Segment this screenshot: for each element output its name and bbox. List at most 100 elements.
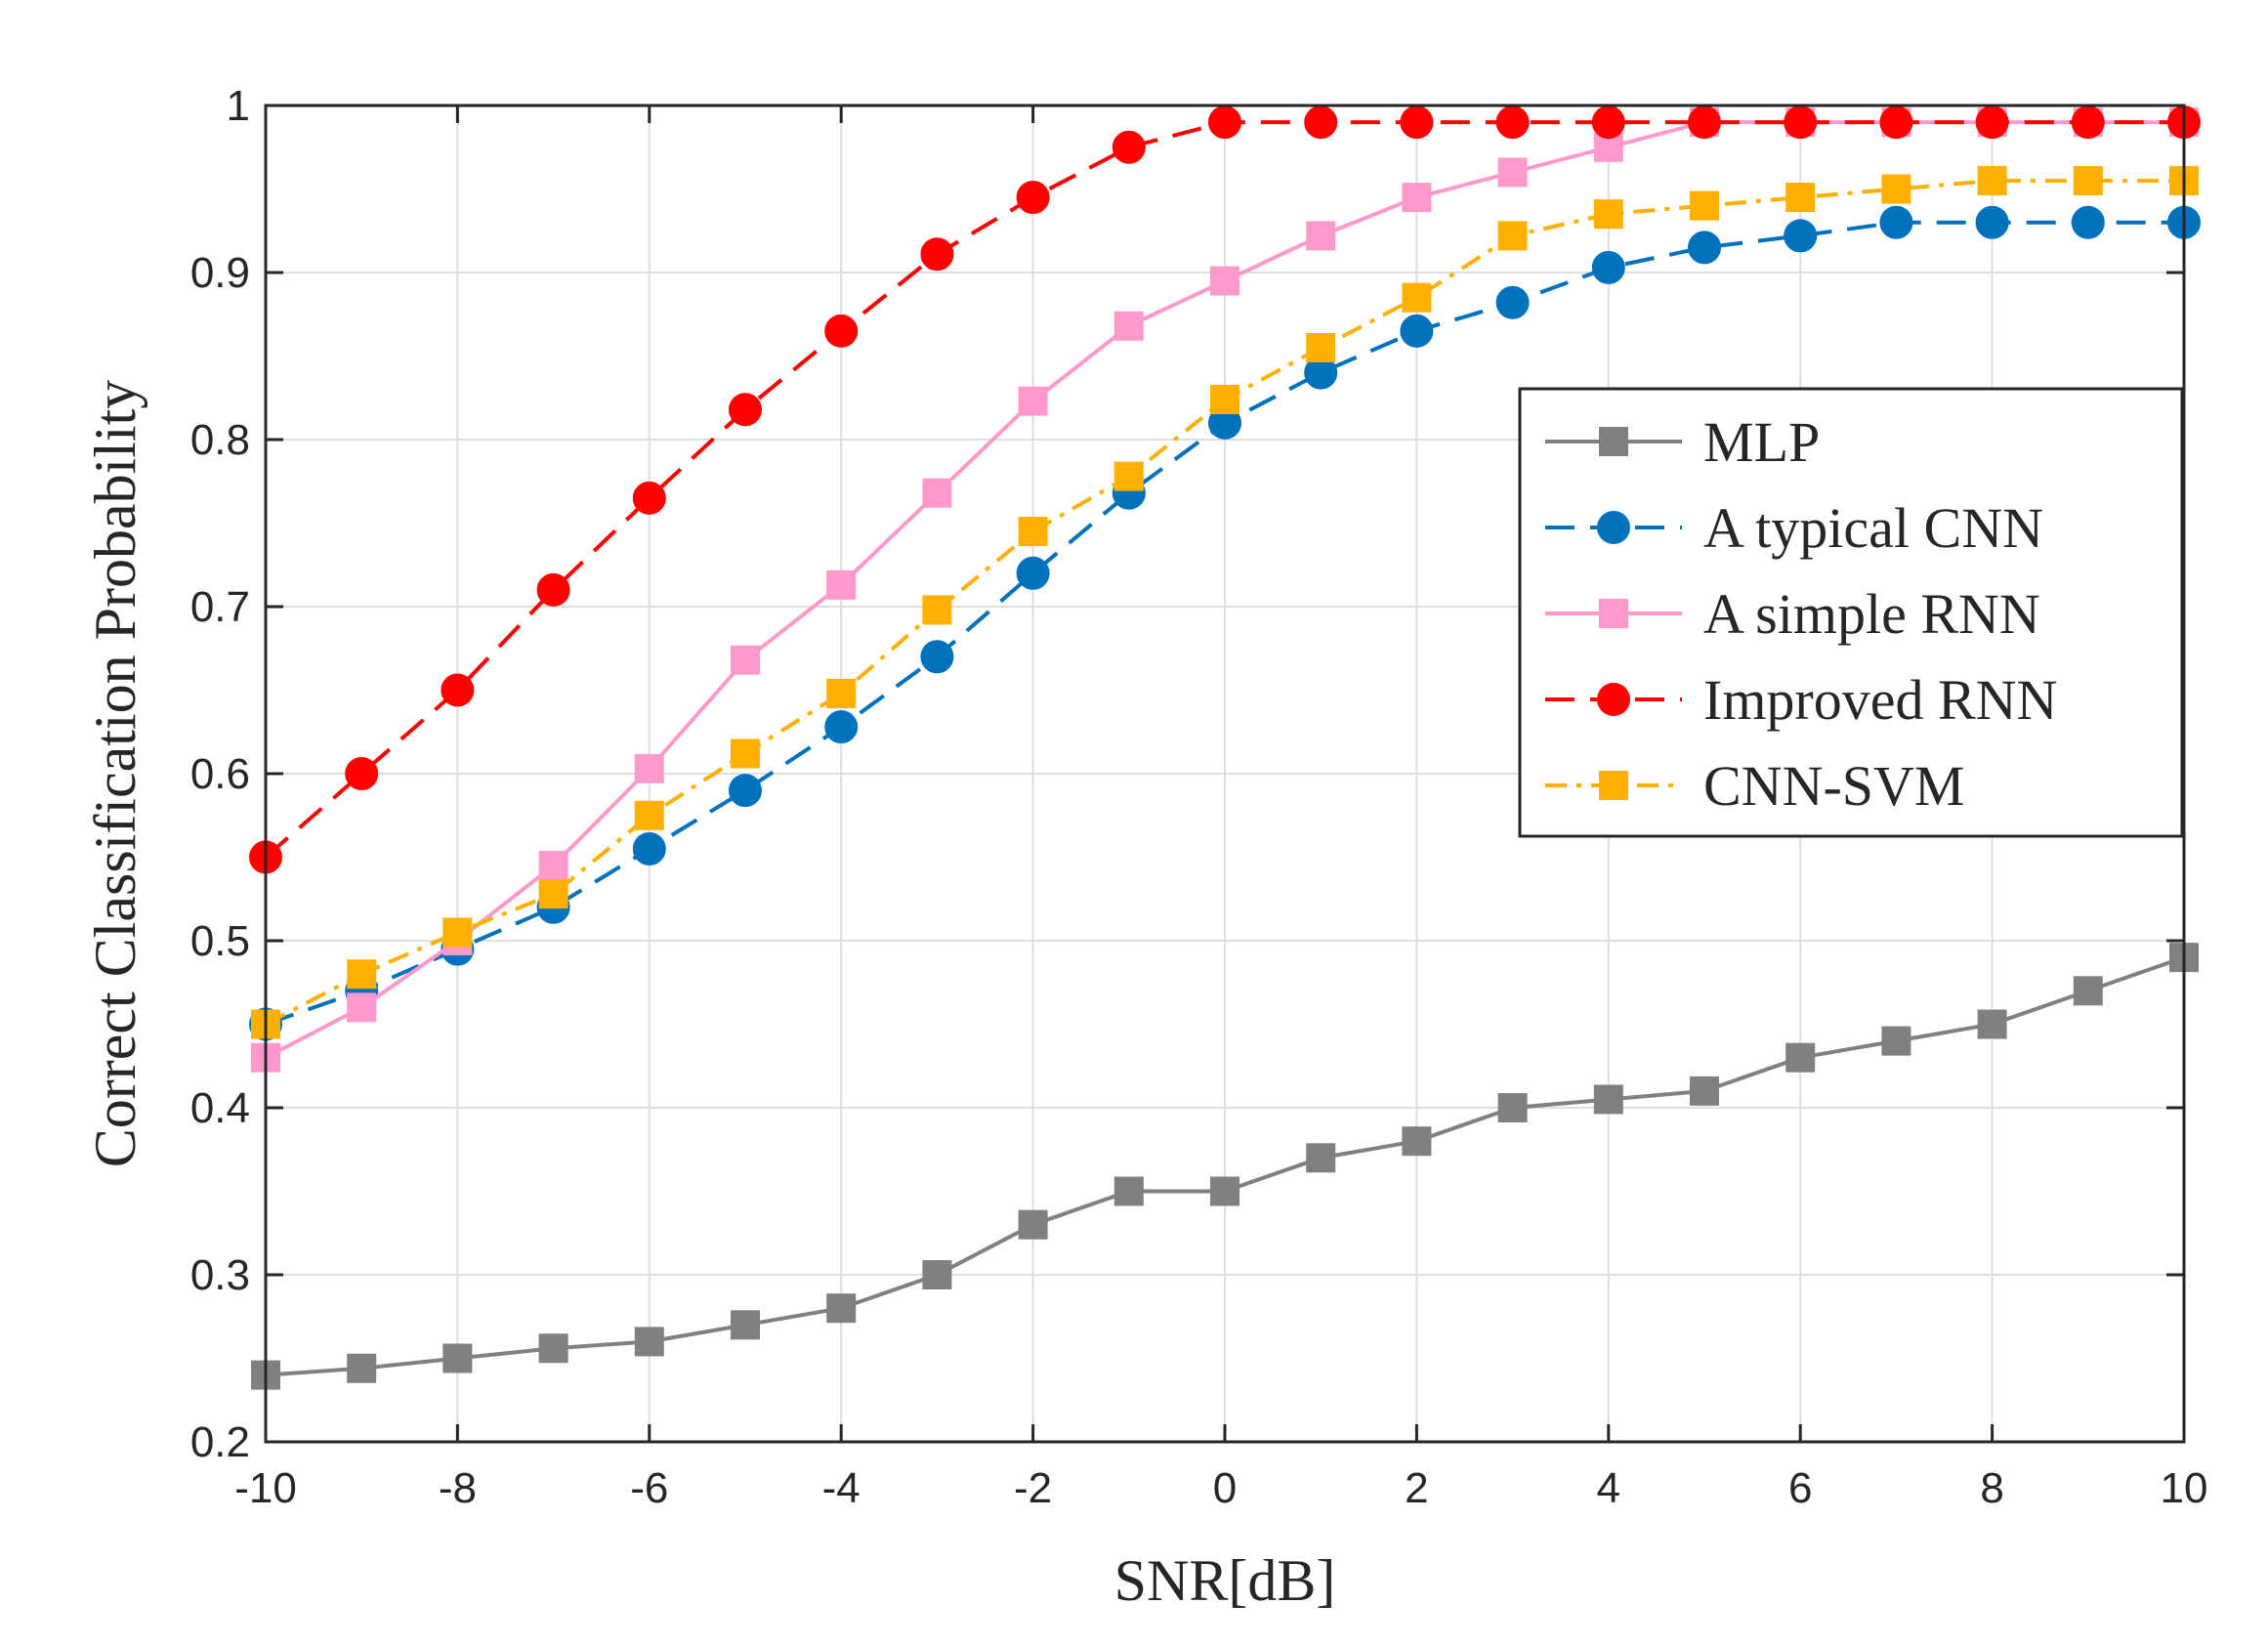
data-point [1210, 384, 1239, 414]
legend-entry: CNN-SVM [1545, 754, 1965, 818]
data-point [1400, 106, 1434, 140]
data-point [1210, 266, 1239, 296]
data-point [1784, 219, 1818, 253]
data-point [1591, 106, 1625, 140]
x-axis-title: SNR[dB] [1114, 1548, 1336, 1613]
data-point [824, 710, 859, 744]
data-point [1016, 556, 1050, 590]
data-point [632, 831, 666, 865]
data-point [1688, 106, 1721, 140]
x-tick-labels: -10 -8 -6 -4 -2 0 2 4 6 8 10 [234, 1464, 2207, 1512]
data-point [1306, 1143, 1336, 1173]
y-tick-label: 0.4 [190, 1084, 250, 1132]
legend-label: A simple RNN [1703, 582, 2040, 646]
data-point [2073, 976, 2103, 1006]
data-point [632, 481, 666, 515]
series-group [249, 106, 2201, 1390]
y-axis-title: Correct Classification Probability [83, 380, 147, 1168]
legend-entry: A typical CNN [1545, 496, 2043, 560]
y-tick-label: 0.9 [190, 249, 250, 297]
data-point [1785, 1042, 1816, 1073]
data-point [826, 570, 857, 600]
data-point [1113, 1176, 1144, 1206]
legend-entry: MLP [1545, 410, 1820, 474]
data-point [634, 753, 664, 783]
data-point [2071, 205, 2105, 239]
data-point [1018, 386, 1048, 416]
data-point [1402, 282, 1432, 313]
data-point [1593, 1084, 1623, 1115]
data-point [1591, 250, 1625, 284]
legend-marker [1599, 599, 1628, 628]
data-point [347, 959, 377, 990]
data-point [826, 678, 857, 708]
legend: MLP A typical CNN A simple RNN Improved RNN… [1518, 387, 2184, 838]
data-point [1018, 1209, 1048, 1240]
y-tick-label: 0.2 [190, 1418, 250, 1466]
x-tick-label: 10 [2161, 1464, 2208, 1512]
data-point [1306, 332, 1336, 362]
data-point [1690, 1076, 1719, 1106]
data-point [441, 673, 475, 707]
legend-marker [1599, 771, 1628, 800]
data-point [1016, 181, 1050, 215]
legend-marker [1597, 511, 1630, 544]
data-point [1497, 221, 1528, 251]
x-tick-label: 6 [1788, 1464, 1812, 1512]
x-tick-label: -6 [630, 1464, 668, 1512]
legend-marker [1597, 683, 1630, 716]
x-tick-label: -10 [234, 1464, 297, 1512]
data-point [1977, 1009, 2007, 1039]
series-0 [251, 943, 2199, 1390]
data-point [1881, 1026, 1911, 1056]
data-point [922, 478, 952, 508]
data-point [920, 640, 954, 674]
data-point [1400, 314, 1434, 348]
data-point [1112, 130, 1146, 164]
data-point [922, 1260, 952, 1289]
data-point [538, 879, 568, 909]
data-point [345, 757, 379, 790]
data-point [1593, 199, 1623, 230]
data-point [731, 645, 760, 675]
y-tick-label: 0.3 [190, 1251, 250, 1299]
data-point [1784, 106, 1818, 140]
data-point [442, 1343, 473, 1373]
data-point [538, 851, 568, 881]
legend-label: MLP [1703, 410, 1820, 474]
x-tick-label: -8 [439, 1464, 477, 1512]
x-tick-label: 2 [1405, 1464, 1428, 1512]
series-3 [249, 106, 2201, 874]
data-point [1497, 1093, 1528, 1122]
data-point [922, 595, 952, 625]
data-point [731, 1310, 760, 1340]
data-point [1688, 231, 1721, 265]
data-point [538, 1333, 568, 1364]
x-tick-label: 4 [1597, 1464, 1620, 1512]
data-point [634, 1327, 664, 1357]
data-point [1208, 106, 1241, 140]
x-tick-label: -2 [1014, 1464, 1052, 1512]
data-point [1881, 174, 1911, 204]
legend-label: Improved RNN [1703, 668, 2057, 732]
data-point [1306, 221, 1336, 251]
data-point [1690, 190, 1719, 221]
series-4 [251, 165, 2199, 1039]
y-tick-labels: 0.2 0.3 0.4 0.5 0.6 0.7 0.8 0.9 1 [190, 82, 250, 1466]
data-point [536, 572, 570, 607]
data-point [1018, 517, 1048, 547]
data-point [1975, 205, 2009, 239]
data-point [1304, 106, 1338, 140]
data-point [1879, 205, 1913, 239]
data-point [1975, 106, 2009, 140]
data-point [1113, 311, 1144, 341]
legend-entry: A simple RNN [1545, 582, 2040, 646]
y-tick-label: 0.8 [190, 416, 250, 464]
data-point [1785, 183, 1816, 213]
data-point [731, 739, 760, 769]
data-point [1497, 157, 1528, 188]
data-point [1210, 1176, 1239, 1206]
data-point [347, 1353, 377, 1383]
data-point [1495, 106, 1530, 140]
